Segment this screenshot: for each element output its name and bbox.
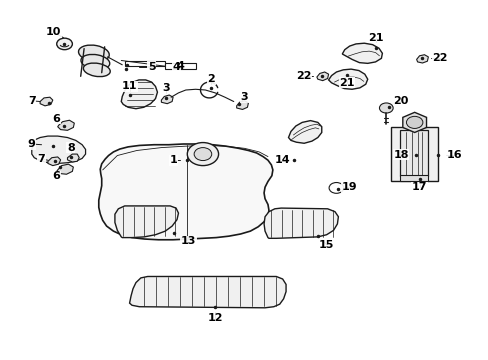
Text: 3: 3 <box>240 92 248 102</box>
Text: 7: 7 <box>38 154 45 164</box>
Text: 7: 7 <box>28 96 36 106</box>
Polygon shape <box>399 175 427 181</box>
Polygon shape <box>402 112 426 132</box>
Polygon shape <box>264 208 338 238</box>
Text: 18: 18 <box>392 150 408 160</box>
Text: 21: 21 <box>339 78 354 88</box>
Polygon shape <box>67 154 79 162</box>
Text: 17: 17 <box>411 182 427 192</box>
Circle shape <box>57 38 72 50</box>
Text: 4: 4 <box>177 61 184 71</box>
Text: 16: 16 <box>446 150 462 160</box>
Circle shape <box>187 143 218 166</box>
Polygon shape <box>115 206 178 238</box>
Text: 4: 4 <box>172 62 180 72</box>
Polygon shape <box>390 127 437 181</box>
Text: 2: 2 <box>207 74 215 84</box>
Text: 13: 13 <box>180 236 196 246</box>
Polygon shape <box>129 276 285 308</box>
Text: 3: 3 <box>162 83 170 93</box>
Polygon shape <box>416 55 427 63</box>
Polygon shape <box>328 69 367 89</box>
Polygon shape <box>165 63 195 69</box>
Polygon shape <box>57 164 73 174</box>
Ellipse shape <box>83 63 110 77</box>
Text: 15: 15 <box>318 240 334 250</box>
Text: 8: 8 <box>67 143 75 153</box>
Text: 5: 5 <box>147 62 155 72</box>
Circle shape <box>379 103 392 113</box>
Ellipse shape <box>81 54 109 69</box>
Text: 1: 1 <box>169 155 177 165</box>
Text: 21: 21 <box>367 33 383 43</box>
Polygon shape <box>316 72 328 81</box>
Text: 11: 11 <box>122 81 137 91</box>
Polygon shape <box>236 101 248 109</box>
Text: 22: 22 <box>431 53 447 63</box>
Polygon shape <box>32 136 85 163</box>
Polygon shape <box>48 157 61 166</box>
Polygon shape <box>99 144 272 240</box>
Text: 6: 6 <box>52 114 60 124</box>
Text: 9: 9 <box>28 139 36 149</box>
Polygon shape <box>40 97 53 106</box>
Polygon shape <box>124 61 165 66</box>
Text: 12: 12 <box>207 312 223 323</box>
Text: 6: 6 <box>52 171 60 181</box>
Polygon shape <box>121 80 157 109</box>
Polygon shape <box>399 130 427 176</box>
Text: 22: 22 <box>296 71 311 81</box>
Ellipse shape <box>79 45 109 62</box>
Text: 10: 10 <box>46 27 61 37</box>
Text: 19: 19 <box>341 182 357 192</box>
Polygon shape <box>161 95 173 104</box>
Text: 20: 20 <box>392 96 408 106</box>
Polygon shape <box>58 120 74 130</box>
Polygon shape <box>342 43 382 63</box>
Circle shape <box>194 148 211 161</box>
Text: 14: 14 <box>274 155 290 165</box>
Polygon shape <box>288 121 321 143</box>
Circle shape <box>406 116 422 129</box>
Circle shape <box>328 183 343 193</box>
